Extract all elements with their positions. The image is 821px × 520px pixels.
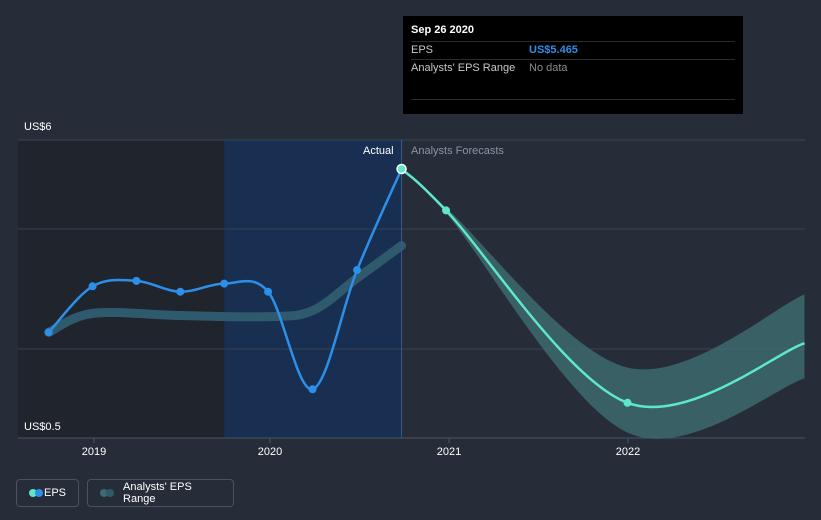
legend-eps-label: EPS (43, 487, 66, 499)
actual-eps-point[interactable] (220, 279, 229, 288)
y-tick-label-top: US$6 (24, 121, 52, 133)
actual-eps-point[interactable] (132, 276, 141, 285)
actual-eps-line (47, 168, 403, 391)
x-tick-label-2021: 2021 (436, 446, 462, 458)
y-tick-label-bottom: US$0.5 (24, 421, 61, 433)
tooltip-date: Sep 26 2020 (411, 24, 474, 36)
forecast-eps-line (400, 168, 805, 409)
forecast-eps-point[interactable] (623, 398, 632, 407)
eps-range-areas (44, 168, 805, 439)
legend-range-label: Analysts' EPS Range (123, 481, 192, 505)
historical-eps-range-band (44, 241, 407, 337)
forecast-label: Analysts Forecasts (411, 145, 504, 157)
plot-region-last-year (224, 140, 402, 438)
hover-point[interactable] (396, 163, 407, 175)
tooltip-range-row: Analysts' EPS Range No data (411, 59, 735, 77)
eps-legend-icon (29, 489, 43, 497)
grid-lines (18, 139, 805, 443)
eps-lines (47, 168, 805, 409)
actual-eps-point[interactable] (353, 266, 362, 275)
eps-points[interactable] (44, 163, 632, 407)
tooltip-range-value: No data (529, 62, 568, 74)
range-legend-icon (100, 489, 115, 497)
forecast-eps-range-area (401, 168, 805, 439)
x-tick-label-2022: 2022 (615, 446, 641, 458)
tooltip-eps-value: US$5.465 (529, 44, 578, 56)
hover-tooltip: Sep 26 2020 EPS US$5.465 Analysts' EPS R… (403, 16, 743, 114)
actual-eps-point[interactable] (176, 287, 185, 296)
actual-label: Actual (363, 145, 394, 157)
tooltip-range-label: Analysts' EPS Range (411, 62, 516, 74)
x-tick-label-2020: 2020 (257, 446, 283, 458)
actual-eps-point[interactable] (44, 328, 53, 337)
tooltip-eps-label: EPS (411, 44, 434, 56)
x-tick-label-2019: 2019 (81, 446, 107, 458)
actual-eps-point[interactable] (264, 287, 273, 296)
actual-eps-point[interactable] (308, 385, 317, 394)
legend-eps-button[interactable]: EPS (16, 479, 79, 507)
forecast-eps-point[interactable] (442, 206, 451, 215)
tooltip-divider (411, 99, 735, 101)
actual-eps-point[interactable] (88, 282, 97, 291)
tooltip-eps-row: EPS US$5.465 (411, 41, 735, 59)
legend-range-button[interactable]: Analysts' EPS Range (87, 479, 234, 507)
